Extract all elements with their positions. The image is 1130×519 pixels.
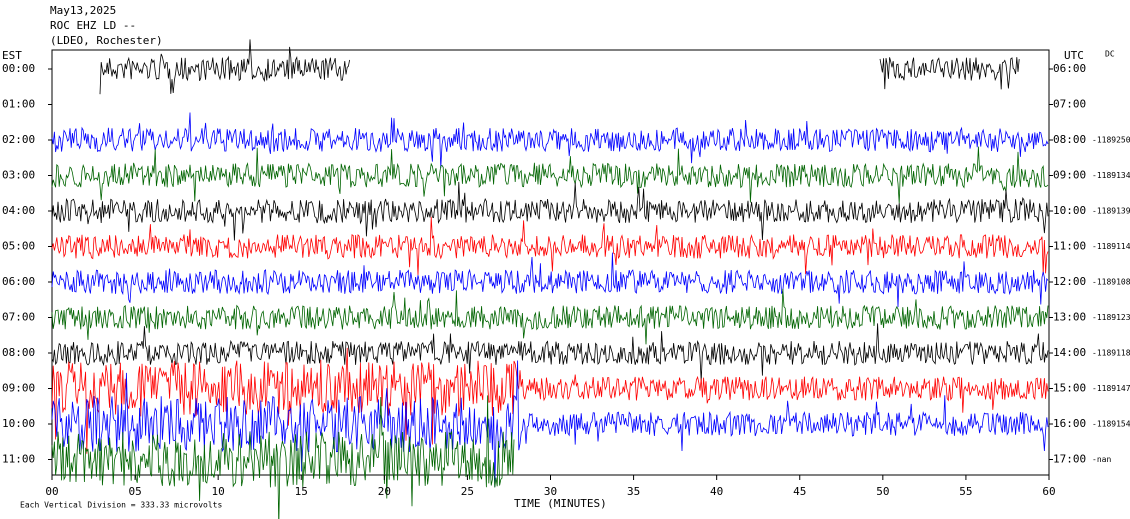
x-tick-label: 05	[128, 485, 141, 498]
trace	[99, 39, 350, 95]
station: ROC EHZ LD --	[50, 19, 136, 32]
left-time: 08:00	[2, 346, 35, 359]
x-tick-label: 45	[793, 485, 806, 498]
network: (LDEO, Rochester)	[50, 34, 163, 47]
left-zone: EST	[2, 49, 22, 62]
trace	[51, 288, 1049, 345]
left-time: 07:00	[2, 311, 35, 324]
right-time: 06:00	[1053, 62, 1086, 75]
x-label: TIME (MINUTES)	[514, 497, 607, 510]
trace	[51, 395, 515, 519]
dc-value: -1189118	[1092, 349, 1130, 358]
left-time: 03:00	[2, 169, 35, 182]
trace	[51, 323, 1049, 382]
dc-value: -nan	[1092, 455, 1111, 464]
trace	[51, 360, 1049, 488]
left-time: 01:00	[2, 98, 35, 111]
dc-heading: DC	[1105, 50, 1115, 59]
trace	[51, 347, 1049, 454]
x-tick-label: 00	[45, 485, 58, 498]
left-time: 05:00	[2, 240, 35, 253]
x-tick-label: 50	[876, 485, 889, 498]
x-tick-label: 55	[959, 485, 972, 498]
dc-value: -1189139	[1092, 207, 1130, 216]
x-tick-label: 30	[544, 485, 557, 498]
x-tick-label: 15	[295, 485, 308, 498]
date: May13,2025	[50, 4, 116, 17]
x-tick-label: 60	[1042, 485, 1055, 498]
right-time: 14:00	[1053, 346, 1086, 359]
traces	[51, 39, 1049, 519]
right-time: 13:00	[1053, 311, 1086, 324]
x-tick-label: 40	[710, 485, 723, 498]
dc-value: -1189123	[1092, 313, 1130, 322]
trace	[51, 146, 1049, 204]
dc-value: -1189154	[1092, 420, 1130, 429]
x-tick-label: 25	[461, 485, 474, 498]
left-time: 09:00	[2, 382, 35, 395]
right-time: 12:00	[1053, 275, 1086, 288]
trace	[51, 252, 1049, 308]
right-time: 09:00	[1053, 169, 1086, 182]
left-time: 06:00	[2, 275, 35, 288]
right-time: 15:00	[1053, 382, 1086, 395]
trace	[51, 181, 1049, 241]
dc-value: -1189134	[1092, 171, 1130, 180]
left-time: 11:00	[2, 453, 35, 466]
trace	[51, 216, 1049, 276]
x-tick-label: 20	[378, 485, 391, 498]
footer: Each Vertical Division = 333.33 microvol…	[20, 501, 222, 510]
dc-value: -1189108	[1092, 278, 1130, 287]
dc-value: -1189147	[1092, 384, 1130, 393]
left-time: 10:00	[2, 417, 35, 430]
left-time: 00:00	[2, 62, 35, 75]
left-time: 04:00	[2, 204, 35, 217]
right-time: 16:00	[1053, 417, 1086, 430]
right-time: 08:00	[1053, 133, 1086, 146]
right-zone: UTC	[1064, 49, 1084, 62]
x-tick-label: 35	[627, 485, 640, 498]
dc-value: -1189250	[1092, 136, 1130, 145]
left-time: 02:00	[2, 133, 35, 146]
x-tick-label: 10	[212, 485, 225, 498]
right-time: 07:00	[1053, 98, 1086, 111]
dc-value: -1189114	[1092, 242, 1130, 251]
trace	[879, 57, 1020, 90]
right-time: 10:00	[1053, 204, 1086, 217]
right-time: 11:00	[1053, 240, 1086, 253]
right-time: 17:00	[1053, 453, 1086, 466]
trace	[51, 112, 1049, 169]
